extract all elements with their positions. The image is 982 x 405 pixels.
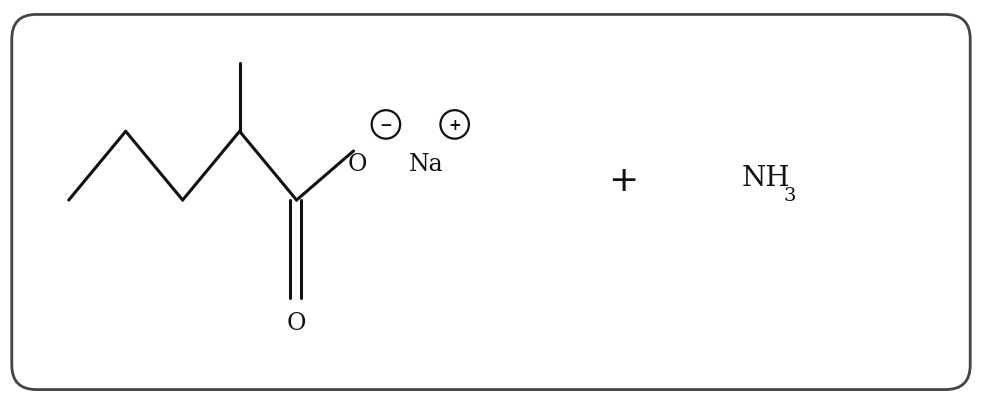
Text: O: O xyxy=(348,153,367,176)
Text: 3: 3 xyxy=(784,187,796,205)
Text: Na: Na xyxy=(409,153,443,176)
Text: +: + xyxy=(449,117,461,132)
Text: NH: NH xyxy=(741,164,790,192)
FancyBboxPatch shape xyxy=(12,15,970,390)
Text: +: + xyxy=(609,164,638,198)
Text: O: O xyxy=(287,311,306,335)
Text: −: − xyxy=(380,117,392,132)
